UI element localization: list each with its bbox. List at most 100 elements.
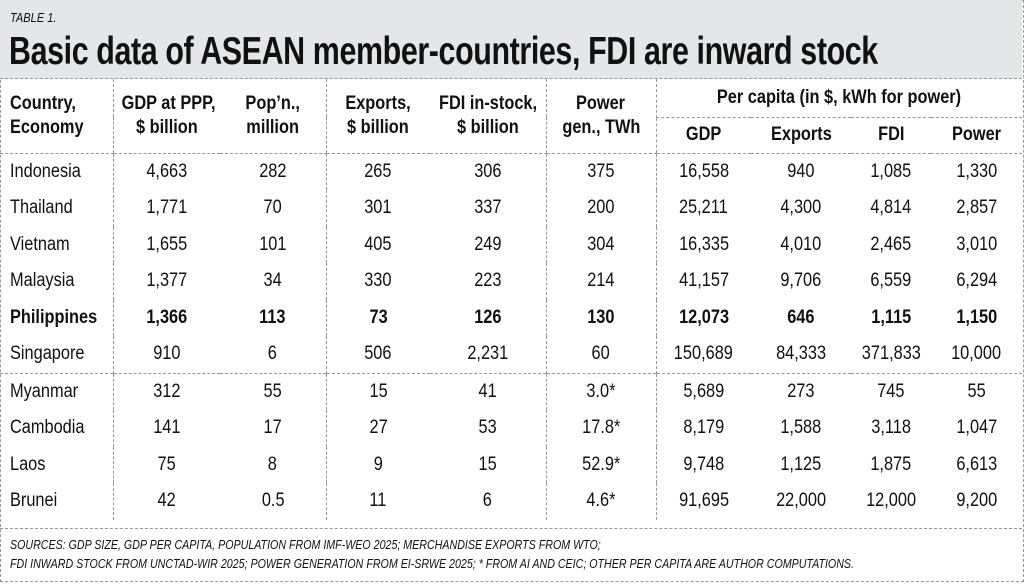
value-cell: 306 [474, 160, 502, 182]
value-cell: 55 [220, 372, 326, 410]
value-cell: 17.8* [545, 410, 656, 447]
value-cell: 41 [430, 372, 546, 410]
value-cell: 223 [474, 270, 502, 292]
value-cell: 91,695 [655, 483, 751, 520]
value-cell: 6 [483, 490, 493, 512]
country-cell: Laos [10, 453, 46, 475]
table-label: TABLE 1. [10, 10, 57, 25]
value-cell: 1,377 [112, 263, 220, 300]
table-row: Philippines 1,366 113 73 126 130 12,073 646 1,11… [0, 299, 1022, 336]
value-cell: 2,465 [870, 233, 912, 255]
header-pc-power: Power [931, 117, 1022, 154]
table-row: Thailand 1,771 70 301 337 200 25,211 4,300 4,814… [0, 190, 1022, 227]
value-cell: 3,010 [956, 233, 997, 255]
table-row: Myanmar 312 55 15 41 3.0* 5,689 273 745 55 [0, 372, 1022, 410]
table-title: Basic data of ASEAN member-countries, FD… [9, 30, 878, 73]
table-row: Malaysia 1,377 34 330 223 214 41,157 9,706 6,559… [0, 263, 1022, 300]
value-cell: 84,333 [776, 343, 826, 365]
value-cell: 12,073 [655, 299, 751, 336]
header-gdp: GDP at PPP, $ billion [112, 79, 220, 154]
value-cell: 2,857 [956, 197, 997, 219]
value-cell: 17 [263, 417, 282, 439]
value-cell: 1,875 [870, 453, 912, 475]
value-cell: 73 [325, 299, 430, 336]
value-cell: 16,335 [655, 226, 751, 263]
value-cell: 9 [325, 446, 430, 483]
value-cell: 745 [851, 372, 931, 410]
table-row: Brunei 42 0.5 11 6 4.6* 91,695 22,000 12,000 9,20… [0, 483, 1022, 520]
footer-line-2: FDI INWARD STOCK FROM UNCTAD-WIR 2025; P… [10, 556, 854, 571]
value-cell: 249 [474, 233, 502, 255]
value-cell: 52.9* [545, 446, 656, 483]
value-cell: 53 [478, 417, 497, 439]
country-cell: Philippines [10, 306, 98, 328]
value-cell: 8 [268, 453, 278, 475]
country-cell: Vietnam [10, 233, 70, 255]
title-box: TABLE 1. Basic data of ASEAN member-coun… [0, 0, 1022, 79]
value-cell: 6,559 [870, 270, 912, 292]
value-cell: 4,663 [112, 153, 220, 190]
value-cell: 265 [325, 153, 430, 190]
value-cell: 27 [325, 410, 430, 447]
value-cell: 646 [787, 306, 815, 328]
value-cell: 1,655 [112, 226, 220, 263]
value-cell: 70 [263, 197, 282, 219]
header-pop: Pop’n., million [220, 79, 326, 154]
value-cell: 41,157 [655, 263, 751, 300]
value-cell: 34 [263, 270, 282, 292]
value-cell: 25,211 [655, 190, 751, 227]
value-cell: 200 [545, 190, 656, 227]
country-cell: Malaysia [10, 270, 75, 292]
value-cell: 9,200 [956, 490, 997, 512]
value-cell: 4,010 [780, 233, 822, 255]
country-cell: Myanmar [0, 372, 113, 410]
value-cell: 1,588 [780, 417, 822, 439]
value-cell: 42 [112, 483, 220, 520]
value-cell: 1,047 [956, 417, 997, 439]
value-cell: 337 [474, 197, 502, 219]
country-cell: Indonesia [10, 160, 81, 182]
value-cell: 405 [325, 226, 430, 263]
header-country: Country, Economy [0, 79, 113, 154]
value-cell: 0.5 [261, 490, 285, 512]
value-cell: 11 [325, 483, 430, 520]
table-row: Laos 75 8 9 15 52.9* 9,748 1,125 1,875 6,613 [0, 446, 1022, 483]
value-cell: 16,558 [655, 153, 751, 190]
country-cell: Thailand [10, 197, 73, 219]
value-cell: 130 [545, 299, 656, 336]
value-cell: 301 [325, 190, 430, 227]
header-pc-gdp: GDP [655, 117, 751, 154]
value-cell: 1,150 [956, 306, 997, 328]
value-cell: 9,748 [655, 446, 751, 483]
value-cell: 1,115 [871, 306, 911, 328]
value-cell: 6,613 [956, 453, 997, 475]
value-cell: 55 [931, 372, 1022, 410]
value-cell: 15 [325, 372, 430, 410]
value-cell: 371,833 [861, 343, 921, 365]
value-cell: 101 [259, 233, 287, 255]
value-cell: 150,689 [655, 336, 751, 373]
value-cell: 6,294 [956, 270, 997, 292]
value-cell: 4,300 [780, 197, 822, 219]
header-fdi: FDI in-stock, $ billion [430, 79, 546, 154]
value-cell: 3,118 [871, 417, 911, 439]
country-cell: Singapore [10, 343, 85, 365]
header-power: Power gen., TWh [545, 79, 656, 154]
value-cell: 3.0* [545, 372, 656, 410]
value-cell: 214 [545, 263, 656, 300]
value-cell: 2,231 [467, 343, 509, 365]
header-pc-exports: Exports [751, 117, 851, 154]
value-cell: 304 [545, 226, 656, 263]
value-cell: 506 [325, 336, 430, 373]
value-cell: 8,179 [655, 410, 751, 447]
value-cell: 10,000 [951, 343, 1002, 365]
table-row: Indonesia 4,663 282 265 306 375 16,558 940 1,085… [0, 153, 1022, 190]
value-cell: 1,366 [112, 299, 220, 336]
value-cell: 5,689 [655, 372, 751, 410]
value-cell: 1,125 [780, 453, 822, 475]
value-cell: 75 [112, 446, 220, 483]
value-cell: 22,000 [776, 490, 826, 512]
value-cell: 1,771 [112, 190, 220, 227]
country-cell: Cambodia [10, 417, 85, 439]
header-per-capita: Per capita (in $, kWh for power) [655, 79, 1022, 118]
